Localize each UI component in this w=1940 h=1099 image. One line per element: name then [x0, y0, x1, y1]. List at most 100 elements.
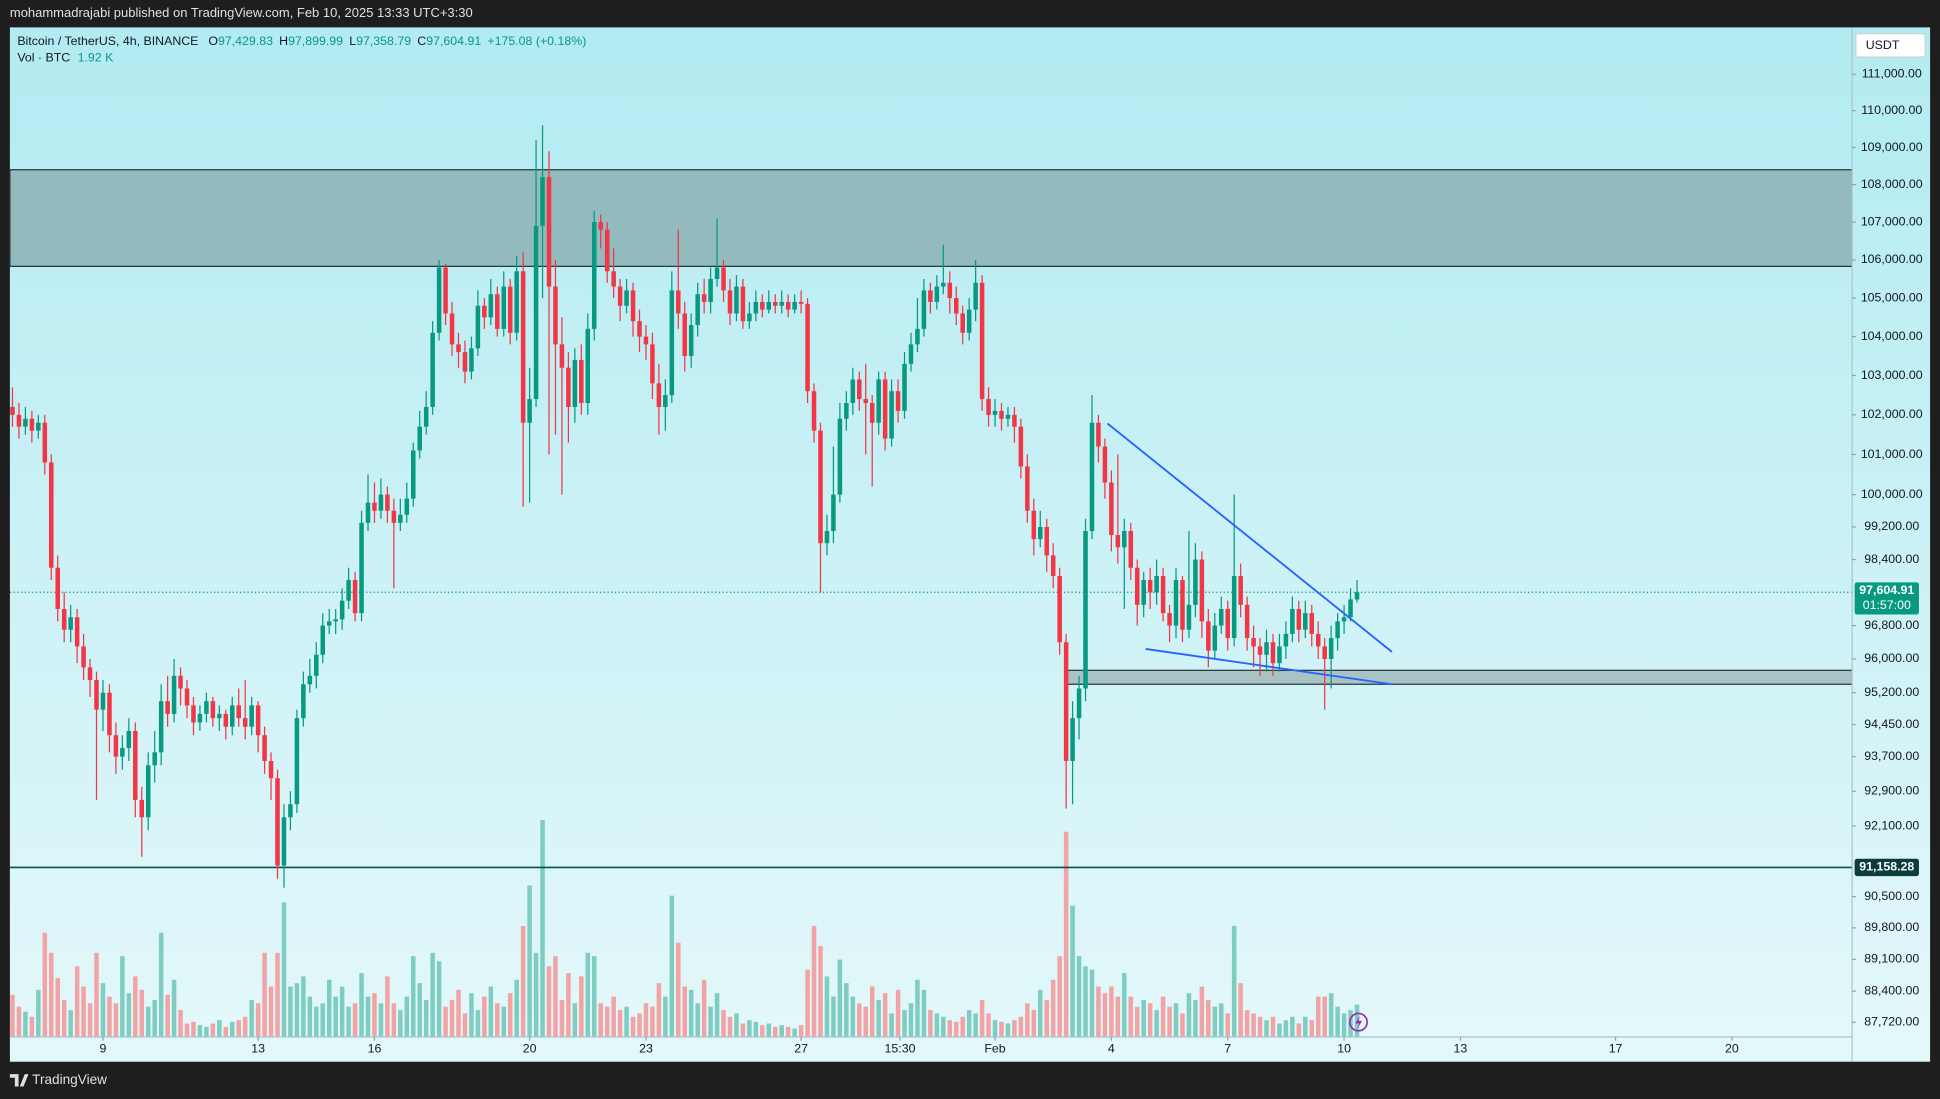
candle-body	[953, 298, 959, 314]
candle-body	[598, 222, 603, 230]
y-tick-label: 110,000.00	[1861, 103, 1922, 117]
candle-body	[1128, 530, 1134, 568]
candle-body	[359, 522, 364, 614]
candle-body	[1335, 621, 1340, 639]
volume-bar	[785, 1026, 791, 1037]
volume-bar	[772, 1026, 778, 1037]
candle-body	[772, 301, 778, 306]
ohlc-value: 97,604.91	[426, 34, 481, 48]
volume-bar	[992, 1020, 998, 1037]
volume-bar	[236, 1020, 241, 1037]
candle-body	[721, 267, 726, 291]
volume-bar	[1115, 996, 1121, 1037]
volume-bar	[1244, 1010, 1250, 1037]
volume-bar	[1173, 1003, 1179, 1037]
candle-body	[1225, 608, 1230, 639]
volume-bar	[1225, 1013, 1230, 1037]
volume-bar	[779, 1025, 784, 1037]
candle-body	[1348, 599, 1353, 618]
volume-bar	[1341, 1013, 1347, 1037]
candle-body	[824, 530, 830, 544]
candle-body	[1160, 575, 1166, 614]
candle-body	[979, 282, 985, 400]
candle-body	[934, 286, 940, 302]
candle-body	[1206, 621, 1211, 651]
candle-body	[611, 271, 616, 287]
volume-bar	[688, 989, 694, 1037]
volume-bar	[145, 1006, 151, 1037]
candle-body	[559, 344, 565, 368]
y-tick-label: 89,100.00	[1864, 952, 1919, 966]
volume-bar	[184, 1023, 190, 1037]
candle-body	[1219, 608, 1224, 626]
candle-body	[398, 514, 403, 523]
candle-body	[255, 705, 261, 736]
candle-body	[456, 344, 461, 353]
candle-body	[1238, 575, 1243, 605]
x-tick-label: 20	[1725, 1042, 1739, 1056]
volume-bar	[740, 1023, 746, 1037]
currency-box[interactable]	[1855, 32, 1926, 58]
x-tick-label: 4	[1108, 1042, 1115, 1056]
volume-bar	[404, 996, 410, 1037]
candle-body	[1270, 642, 1276, 664]
legend-line: Bitcoin / TetherUS, 4h, BINANCE O97,429.8…	[17, 34, 586, 48]
volume-bar	[1141, 999, 1146, 1037]
volume-bar	[1044, 999, 1049, 1037]
y-tick-label: 92,100.00	[1864, 818, 1919, 832]
volume-bar	[133, 976, 138, 1037]
candle-body	[1328, 638, 1334, 659]
volume-bar	[1328, 993, 1334, 1037]
candle-body	[520, 271, 526, 423]
alert-icon[interactable]	[1349, 1012, 1368, 1032]
volume-bar	[1038, 989, 1043, 1037]
x-tick-label: 13	[251, 1042, 265, 1056]
candle-body	[1354, 592, 1360, 600]
candle-body	[591, 222, 597, 329]
volume-bar	[682, 986, 688, 1037]
candle-body	[1283, 633, 1289, 647]
volume-bar	[934, 1013, 940, 1037]
volume-bar	[1193, 999, 1198, 1037]
currency-label[interactable]: USDT	[1866, 38, 1900, 52]
volume-bar	[55, 978, 60, 1037]
candle-body	[133, 730, 138, 800]
volume-bar	[158, 932, 164, 1037]
volume-bar	[16, 1006, 22, 1037]
volume-bar	[1270, 1016, 1276, 1037]
y-tick-label: 104,000.00	[1861, 329, 1923, 343]
candle-body	[139, 799, 145, 818]
candle-body	[107, 692, 112, 736]
candle-body	[217, 713, 222, 719]
volume-bar	[139, 989, 145, 1037]
candle-body	[650, 344, 655, 384]
volume-bar	[760, 1025, 765, 1037]
candle-body	[604, 229, 610, 272]
candle-body	[1083, 530, 1088, 689]
x-tick-label: 10	[1337, 1042, 1351, 1056]
volume-bar	[1257, 1016, 1263, 1037]
price-change: +175.08 (+0.18%)	[487, 34, 586, 48]
volume-bar	[831, 996, 836, 1037]
volume-bar	[1025, 1003, 1030, 1037]
volume-bar	[378, 1003, 384, 1037]
publish-header: mohammadrajabi published on TradingView.…	[10, 5, 473, 20]
trend-line	[1106, 422, 1393, 653]
volume-bar	[120, 956, 125, 1037]
volume-bar	[314, 1006, 319, 1037]
volume-bar	[36, 989, 41, 1037]
y-tick-label: 109,000.00	[1861, 140, 1923, 154]
volume-bar	[171, 979, 177, 1037]
candle-body	[236, 705, 241, 719]
candle-body	[417, 426, 422, 451]
candle-body	[204, 701, 209, 714]
candle-body	[1231, 575, 1237, 639]
volume-bar	[1057, 956, 1062, 1037]
candle-body	[1309, 613, 1315, 634]
candle-body	[152, 752, 157, 766]
volume-bar	[1283, 1020, 1289, 1037]
volume-bar	[81, 986, 86, 1037]
candle-body	[805, 303, 810, 392]
candle-body	[566, 367, 571, 407]
